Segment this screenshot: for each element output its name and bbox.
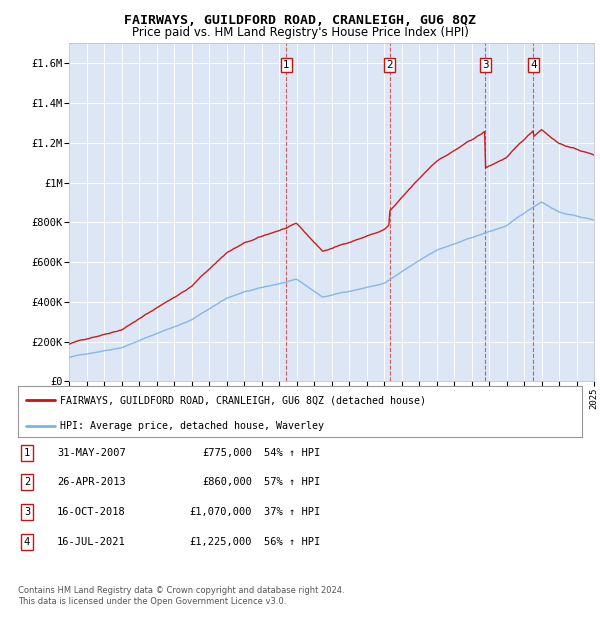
Text: £1,225,000: £1,225,000 — [190, 537, 252, 547]
Text: 16-JUL-2021: 16-JUL-2021 — [57, 537, 126, 547]
Text: 37% ↑ HPI: 37% ↑ HPI — [264, 507, 320, 517]
Text: Price paid vs. HM Land Registry's House Price Index (HPI): Price paid vs. HM Land Registry's House … — [131, 26, 469, 38]
Text: 3: 3 — [482, 60, 488, 70]
Text: £1,070,000: £1,070,000 — [190, 507, 252, 517]
Text: 1: 1 — [24, 448, 30, 458]
Text: 4: 4 — [530, 60, 537, 70]
Text: 2: 2 — [386, 60, 393, 70]
Text: 31-MAY-2007: 31-MAY-2007 — [57, 448, 126, 458]
Text: HPI: Average price, detached house, Waverley: HPI: Average price, detached house, Wave… — [60, 421, 325, 431]
Text: 4: 4 — [24, 537, 30, 547]
Text: Contains HM Land Registry data © Crown copyright and database right 2024.: Contains HM Land Registry data © Crown c… — [18, 586, 344, 595]
Text: £860,000: £860,000 — [202, 477, 252, 487]
Text: 3: 3 — [24, 507, 30, 517]
Text: 57% ↑ HPI: 57% ↑ HPI — [264, 477, 320, 487]
Text: FAIRWAYS, GUILDFORD ROAD, CRANLEIGH, GU6 8QZ: FAIRWAYS, GUILDFORD ROAD, CRANLEIGH, GU6… — [124, 14, 476, 27]
Text: £775,000: £775,000 — [202, 448, 252, 458]
Text: 2: 2 — [24, 477, 30, 487]
Text: FAIRWAYS, GUILDFORD ROAD, CRANLEIGH, GU6 8QZ (detached house): FAIRWAYS, GUILDFORD ROAD, CRANLEIGH, GU6… — [60, 396, 426, 405]
Text: This data is licensed under the Open Government Licence v3.0.: This data is licensed under the Open Gov… — [18, 597, 286, 606]
Text: 56% ↑ HPI: 56% ↑ HPI — [264, 537, 320, 547]
Text: 1: 1 — [283, 60, 290, 70]
Text: 26-APR-2013: 26-APR-2013 — [57, 477, 126, 487]
Text: 16-OCT-2018: 16-OCT-2018 — [57, 507, 126, 517]
Text: 54% ↑ HPI: 54% ↑ HPI — [264, 448, 320, 458]
